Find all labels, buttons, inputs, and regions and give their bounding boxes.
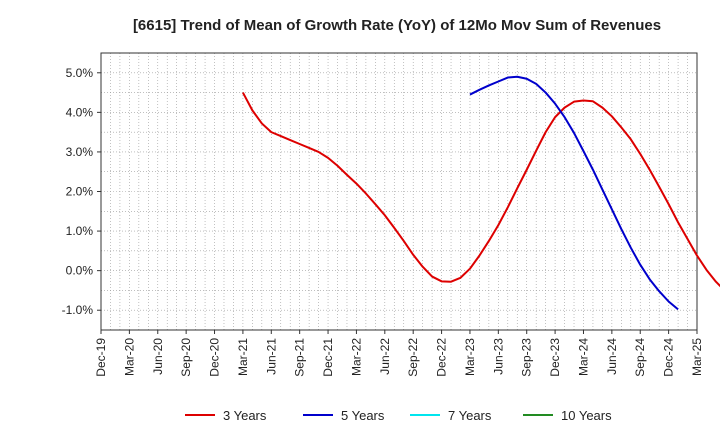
x-tick-label: Dec-21 <box>321 338 335 377</box>
x-tick-label: Jun-24 <box>605 338 619 375</box>
x-tick-label: Jun-22 <box>378 338 392 375</box>
legend-label: 5 Years <box>341 408 385 423</box>
x-tick-label: Mar-22 <box>349 338 363 376</box>
x-tick-label: Sep-22 <box>406 338 420 377</box>
y-axis: -1.0% 0.0% 1.0% 2.0% 3.0% 4.0% 5.0% <box>62 66 101 317</box>
x-tick-label: Mar-23 <box>463 338 477 376</box>
x-tick-label: Sep-23 <box>520 338 534 377</box>
chart-title: [6615] Trend of Mean of Growth Rate (YoY… <box>133 17 661 34</box>
series-lines <box>242 75 720 311</box>
y-tick-label: 0.0% <box>66 264 94 278</box>
x-tick-label: Sep-20 <box>179 338 193 377</box>
x-tick-label: Mar-25 <box>690 338 704 376</box>
y-tick-label: -1.0% <box>62 303 94 317</box>
y-tick-label: 3.0% <box>66 145 94 159</box>
x-tick-label: Mar-21 <box>236 338 250 376</box>
x-tick-label: Dec-19 <box>94 338 108 377</box>
y-tick-label: 4.0% <box>66 105 94 119</box>
y-tick-label: 1.0% <box>66 224 94 238</box>
legend-label: 3 Years <box>223 408 267 423</box>
y-tick-label: 2.0% <box>66 185 94 199</box>
x-tick-label: Jun-23 <box>491 338 505 375</box>
x-tick-label: Dec-20 <box>208 338 222 377</box>
x-tick-label: Mar-20 <box>122 338 136 376</box>
legend-label: 10 Years <box>561 408 612 423</box>
x-tick-label: Mar-24 <box>576 338 590 376</box>
series-line-3-years <box>242 92 720 288</box>
x-tick-label: Jun-21 <box>264 338 278 375</box>
x-tick-label: Dec-22 <box>435 338 449 377</box>
x-axis: Dec-19 Mar-20 Jun-20 Sep-20 Dec-20 Mar-21 Jun-… <box>94 330 704 377</box>
x-tick-label: Jun-20 <box>151 338 165 375</box>
x-tick-label: Dec-23 <box>548 338 562 377</box>
grid <box>101 53 697 330</box>
legend: 3 Years 5 Years 7 Years 10 Years <box>185 408 612 423</box>
x-tick-label: Sep-21 <box>293 338 307 377</box>
series-line-5-years <box>469 75 679 311</box>
x-tick-label: Dec-24 <box>662 338 676 377</box>
y-tick-label: 5.0% <box>66 66 94 80</box>
x-tick-label: Sep-24 <box>633 338 647 377</box>
legend-label: 7 Years <box>448 408 492 423</box>
